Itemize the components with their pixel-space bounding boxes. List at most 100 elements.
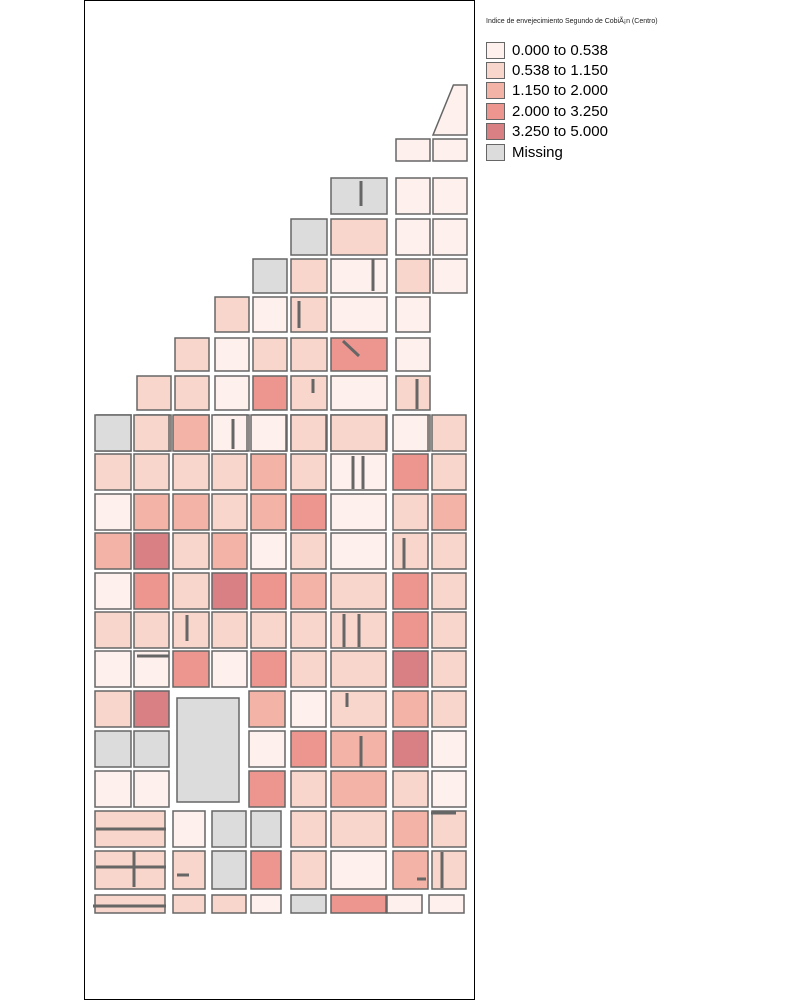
- city-block: [431, 730, 467, 768]
- city-block: [211, 850, 247, 890]
- city-block: [431, 810, 467, 848]
- city-block: [172, 493, 210, 531]
- city-block: [94, 493, 132, 531]
- city-block: [136, 375, 172, 411]
- city-block: [290, 572, 327, 610]
- city-block: [431, 690, 467, 728]
- city-block: [133, 770, 170, 808]
- city-block: [94, 611, 132, 649]
- city-block: [172, 650, 210, 688]
- city-block: [250, 850, 282, 890]
- city-block: [94, 730, 132, 768]
- city-block: [392, 810, 429, 848]
- city-block: [330, 414, 387, 452]
- city-block: [428, 894, 465, 914]
- city-block: [330, 375, 388, 411]
- legend-item-missing: Missing: [486, 142, 786, 162]
- city-block: [290, 453, 327, 491]
- legend-swatch: [486, 123, 505, 141]
- city-block: [94, 453, 132, 491]
- city-block: [172, 850, 206, 890]
- city-block: [432, 218, 468, 256]
- city-block: [252, 337, 288, 372]
- city-block: [133, 493, 170, 531]
- city-block: [330, 572, 387, 610]
- city-block: [211, 894, 247, 914]
- city-block-large: [176, 697, 240, 803]
- city-block: [94, 690, 132, 728]
- city-block: [395, 138, 431, 162]
- city-block: [94, 572, 132, 610]
- city-block: [290, 493, 327, 531]
- city-block: [250, 894, 282, 914]
- legend-item-class-1: 0.000 to 0.538: [486, 40, 786, 60]
- city-block: [431, 770, 467, 808]
- city-block: [174, 375, 210, 411]
- city-block: [214, 337, 250, 372]
- legend-label: 0.000 to 0.538: [512, 41, 608, 59]
- city-block: [248, 770, 286, 808]
- city-block: [432, 258, 468, 294]
- city-block: [211, 453, 248, 491]
- city-block: [133, 532, 170, 570]
- city-block: [214, 296, 250, 333]
- legend-item-class-4: 2.000 to 3.250: [486, 101, 786, 121]
- city-block: [395, 375, 431, 411]
- city-block: [386, 894, 423, 914]
- city-block: [133, 611, 170, 649]
- city-block: [174, 337, 210, 372]
- city-block: [290, 375, 328, 411]
- city-block: [211, 572, 248, 610]
- legend-swatch: [486, 102, 505, 120]
- city-block: [395, 177, 431, 215]
- city-block: [172, 532, 210, 570]
- city-block: [290, 690, 327, 728]
- city-block: [290, 218, 328, 256]
- city-block: [290, 532, 327, 570]
- city-block: [290, 894, 327, 914]
- city-block: [392, 611, 429, 649]
- city-block: [248, 730, 286, 768]
- city-block: [211, 810, 247, 848]
- city-block: [133, 414, 170, 452]
- legend-label: 2.000 to 3.250: [512, 102, 608, 120]
- city-block: [290, 730, 327, 768]
- city-block: [290, 770, 327, 808]
- city-block: [250, 810, 282, 848]
- legend-label: 0.538 to 1.150: [512, 62, 608, 80]
- city-block: [392, 572, 429, 610]
- block-divider-line: [341, 339, 361, 358]
- city-block: [290, 650, 327, 688]
- city-block: [330, 850, 387, 890]
- city-block: [250, 572, 287, 610]
- city-block: [172, 611, 210, 649]
- legend-item-class-3: 1.150 to 2.000: [486, 81, 786, 101]
- legend-label: Missing: [512, 143, 563, 161]
- city-block: [250, 611, 287, 649]
- city-block: [250, 650, 287, 688]
- city-block: [252, 258, 288, 294]
- city-block: [214, 375, 250, 411]
- city-block: [395, 218, 431, 256]
- city-block: [330, 650, 387, 688]
- city-block: [172, 894, 206, 914]
- city-block: [211, 414, 248, 452]
- city-block: [431, 572, 467, 610]
- city-block: [392, 690, 429, 728]
- legend-swatch: [486, 62, 505, 80]
- city-block: [250, 532, 287, 570]
- legend-item-class-2: 0.538 to 1.150: [486, 60, 786, 80]
- city-block: [94, 770, 132, 808]
- city-block: [290, 258, 328, 294]
- city-block: [392, 414, 429, 452]
- city-block: [395, 258, 431, 294]
- city-block: [330, 218, 388, 256]
- city-block: [211, 611, 248, 649]
- city-block: [133, 730, 170, 768]
- choropleth-map: [93, 84, 468, 914]
- city-block: [330, 770, 387, 808]
- city-block: [133, 572, 170, 610]
- city-block: [431, 414, 467, 452]
- map-panel: [84, 0, 475, 1000]
- city-block: [392, 850, 429, 890]
